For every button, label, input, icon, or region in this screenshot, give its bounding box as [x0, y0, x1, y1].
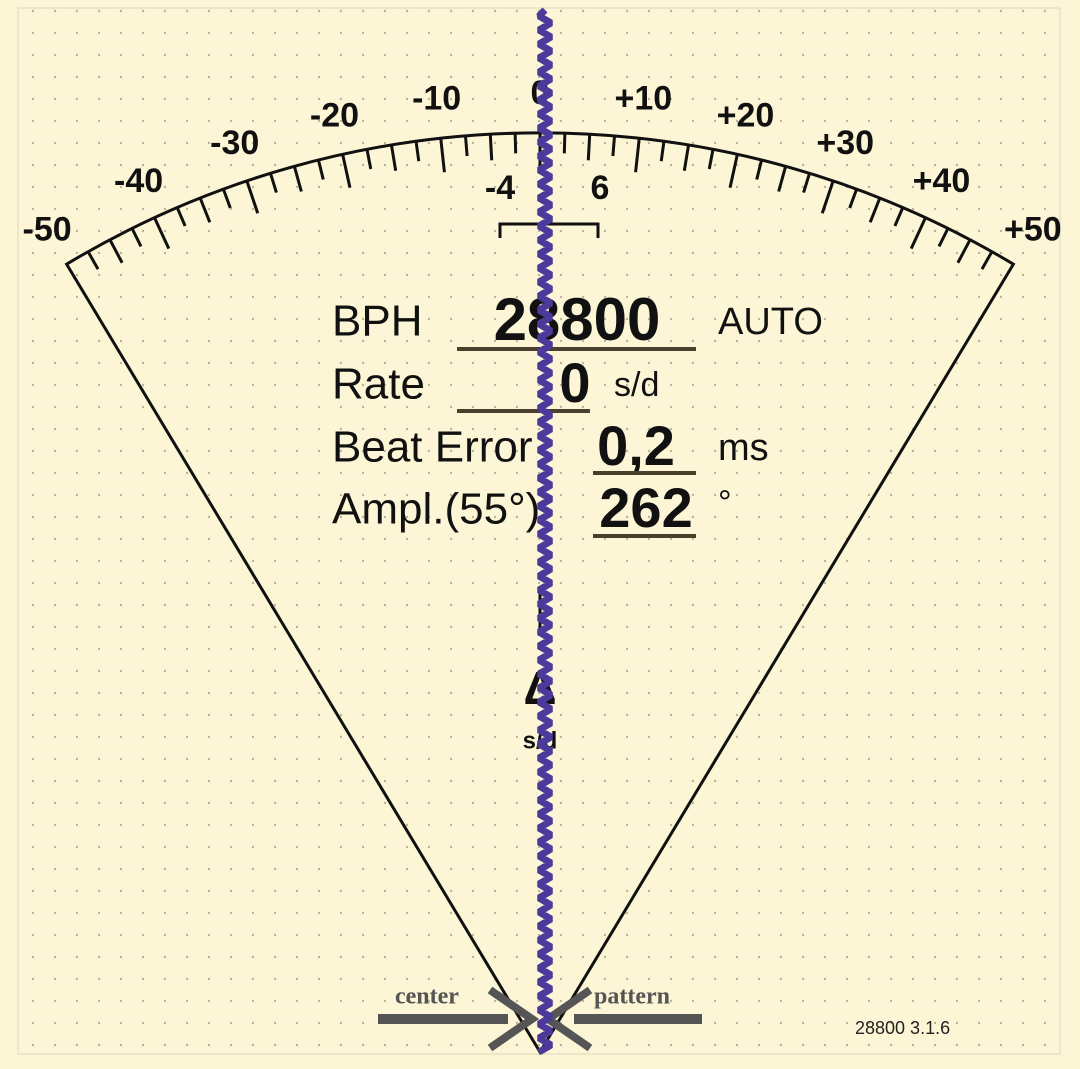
scale-label: +10: [615, 80, 673, 118]
minor-tick: [777, 166, 788, 192]
scale-label: +30: [816, 124, 874, 162]
scale-label: -50: [23, 211, 72, 249]
minor-tick: [682, 144, 690, 171]
amplitude-value: 262: [599, 476, 692, 539]
minor-tick: [980, 251, 994, 270]
rate-label: Rate: [332, 360, 425, 409]
inner-label: -4: [485, 169, 515, 207]
scale-label: -10: [412, 80, 461, 118]
scale-label: +40: [913, 162, 971, 200]
major-tick: [820, 180, 835, 214]
minor-tick: [414, 141, 421, 162]
major-tick: [728, 154, 739, 188]
scale-label: -30: [210, 124, 259, 162]
scale-label: -20: [310, 96, 359, 134]
minor-tick: [365, 149, 373, 170]
minor-tick: [316, 159, 325, 180]
amplitude-unit: °: [718, 484, 732, 522]
minor-tick: [848, 188, 858, 209]
pattern-label: pattern: [594, 984, 670, 1010]
bph-mode: AUTO: [718, 301, 823, 343]
minor-tick: [390, 144, 398, 171]
scale-label: -40: [114, 162, 163, 200]
minor-tick: [893, 207, 905, 227]
minor-tick: [86, 251, 100, 270]
minor-tick: [269, 172, 278, 193]
beat-error-unit: ms: [718, 427, 769, 469]
major-tick: [245, 180, 260, 214]
minor-tick: [755, 159, 764, 180]
minor-tick: [586, 134, 592, 161]
minor-tick: [659, 141, 666, 162]
beat-trace: [536, 7, 553, 1056]
minor-tick: [802, 172, 811, 193]
underlines: [457, 347, 696, 538]
minor-tick: [108, 239, 124, 264]
minor-tick: [292, 166, 303, 192]
rate-unit: s/d: [614, 366, 659, 404]
minor-tick: [198, 197, 212, 223]
minor-tick: [488, 134, 494, 161]
beat-error-label: Beat Error: [332, 423, 533, 472]
inner-label: 6: [591, 169, 610, 207]
scale: -50-40-30-20 -10 0 +10 +20+30+40+50: [23, 74, 1062, 270]
scale-label: +20: [717, 96, 775, 134]
minor-tick: [956, 239, 972, 264]
major-tick: [634, 138, 641, 173]
major-tick: [909, 217, 927, 250]
rate-value: 0: [559, 351, 590, 414]
minor-tick: [562, 133, 567, 154]
minor-tick: [513, 133, 518, 154]
minor-tick: [175, 207, 187, 227]
minor-tick: [611, 135, 616, 157]
bph-label: BPH: [332, 297, 422, 346]
major-tick: [439, 138, 446, 173]
amplitude-label: Ampl.(55°): [332, 485, 540, 534]
minor-tick: [937, 227, 950, 248]
minor-tick: [130, 227, 143, 248]
beat-error-value: 0,2: [597, 414, 675, 477]
version: 28800 3.1.6: [855, 1018, 950, 1038]
minor-tick: [868, 197, 882, 223]
minor-tick: [222, 188, 232, 209]
bph-value: 28800: [494, 286, 661, 353]
minor-tick: [464, 135, 469, 157]
scale-label: +50: [1004, 211, 1062, 249]
fan-outline: [64, 131, 1016, 1055]
major-tick: [341, 154, 352, 188]
center-label: center: [395, 984, 459, 1010]
major-tick: [153, 217, 171, 250]
minor-tick: [707, 149, 715, 170]
